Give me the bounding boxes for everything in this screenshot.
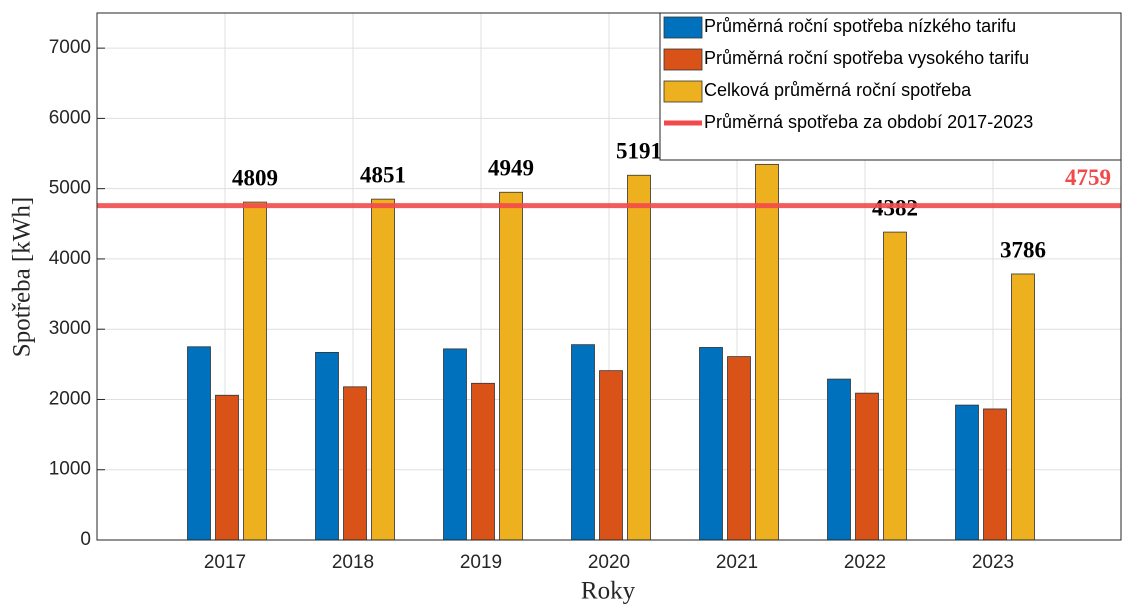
bar [983, 408, 1007, 541]
y-tick-label: 2000 [49, 388, 91, 409]
legend-label: Průměrná roční spotřeba nízkého tarifu [704, 16, 1016, 36]
y-tick-label: 4000 [49, 248, 91, 269]
bar [187, 346, 211, 541]
bar [599, 370, 623, 541]
x-tick-label: 2022 [844, 552, 886, 573]
x-tick-label: 2020 [588, 552, 630, 573]
bar [371, 198, 395, 541]
y-tick-label: 1000 [49, 459, 91, 480]
x-tick-label: 2018 [332, 552, 374, 573]
bar [883, 231, 907, 541]
data-label: 4809 [232, 165, 278, 190]
y-axis-label: Spotřeba [kWh] [9, 197, 36, 357]
bar [627, 174, 651, 541]
bar [343, 386, 367, 541]
bar [243, 201, 267, 541]
legend-label: Průměrná spotřeba za období 2017-2023 [704, 112, 1033, 132]
bar [699, 347, 723, 541]
bar [215, 394, 239, 541]
bar [499, 191, 523, 541]
y-tick-label: 7000 [49, 37, 91, 58]
data-label: 4851 [360, 162, 406, 187]
x-tick-label: 2021 [716, 552, 758, 573]
bar [955, 404, 979, 541]
x-tick-label: 2023 [972, 552, 1014, 573]
bar [571, 344, 595, 541]
reference-label: 4759 [1065, 165, 1111, 190]
y-tick-label: 3000 [49, 318, 91, 339]
y-tick-label: 0 [80, 529, 91, 550]
data-label: 3786 [1000, 237, 1046, 262]
bar [755, 163, 779, 541]
legend-swatch [663, 80, 703, 103]
bar [443, 348, 467, 541]
legend: Průměrná roční spotřeba nízkého tarifu Pr… [659, 12, 1122, 161]
x-tick-label: 2017 [204, 552, 246, 573]
bar [855, 392, 879, 541]
data-label: 4949 [488, 156, 534, 181]
bar [471, 382, 495, 541]
x-tick-label: 2019 [460, 552, 502, 573]
legend-swatch [663, 16, 703, 39]
bar [727, 356, 751, 541]
plot-frame [96, 12, 1122, 541]
bar [315, 351, 339, 541]
legend-label: Celková průměrná roční spotřeba [704, 80, 972, 100]
x-axis-label: Roky [581, 578, 636, 605]
data-label: 5191 [616, 139, 662, 164]
y-tick-label: 5000 [49, 178, 91, 199]
y-tick-label: 6000 [49, 107, 91, 128]
legend-box [659, 12, 1122, 161]
legend-label: Průměrná roční spotřeba vysokého tarifu [704, 48, 1029, 68]
bar [827, 378, 851, 541]
legend-swatch [663, 48, 703, 71]
bar [1011, 273, 1035, 541]
